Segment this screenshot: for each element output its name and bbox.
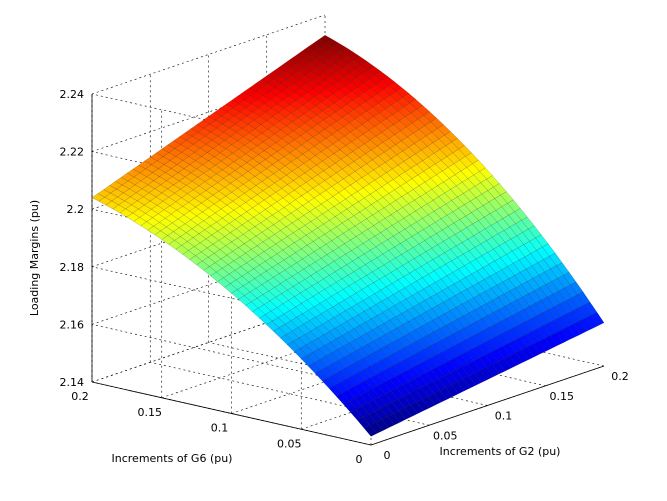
z-axis-label: Loading Margins (pu) xyxy=(28,200,41,316)
x-tick-label: 0.05 xyxy=(433,429,458,442)
y-tick-label: 0.15 xyxy=(138,406,163,419)
grid-line xyxy=(91,14,326,95)
z-tick-label: 2.16 xyxy=(60,318,85,331)
z-tick-label: 2.24 xyxy=(60,88,85,101)
x-tick-label: 0.1 xyxy=(495,410,513,423)
z-tick-label: 2.18 xyxy=(60,261,85,274)
axis-line xyxy=(370,365,605,446)
y-tick-label: 0.2 xyxy=(71,390,89,403)
y-tick-label: 0.05 xyxy=(277,437,302,450)
x-tick-label: 0.15 xyxy=(550,390,575,403)
axis-line xyxy=(91,381,372,446)
surface-patch xyxy=(363,425,377,437)
x-tick-label: 0.2 xyxy=(611,370,629,383)
surface-layer xyxy=(91,35,605,437)
y-axis-label: Increments of G6 (pu) xyxy=(112,452,233,465)
tick-labels: 2.14 2.16 2.18 2.2 2.22 2.24 0 0.05 0.1 0.15 0.2 0 0… xyxy=(60,88,629,466)
y-tick-label: 0.1 xyxy=(211,422,229,435)
x-axis-label: Increments of G2 (pu) xyxy=(440,445,561,458)
axes-layer xyxy=(91,94,605,446)
y-tick-label: 0 xyxy=(356,453,363,466)
x-tick-label: 0 xyxy=(384,449,391,462)
z-tick-label: 2.22 xyxy=(60,146,85,159)
z-tick-label: 2.2 xyxy=(67,203,85,216)
z-tick-label: 2.14 xyxy=(60,376,85,389)
